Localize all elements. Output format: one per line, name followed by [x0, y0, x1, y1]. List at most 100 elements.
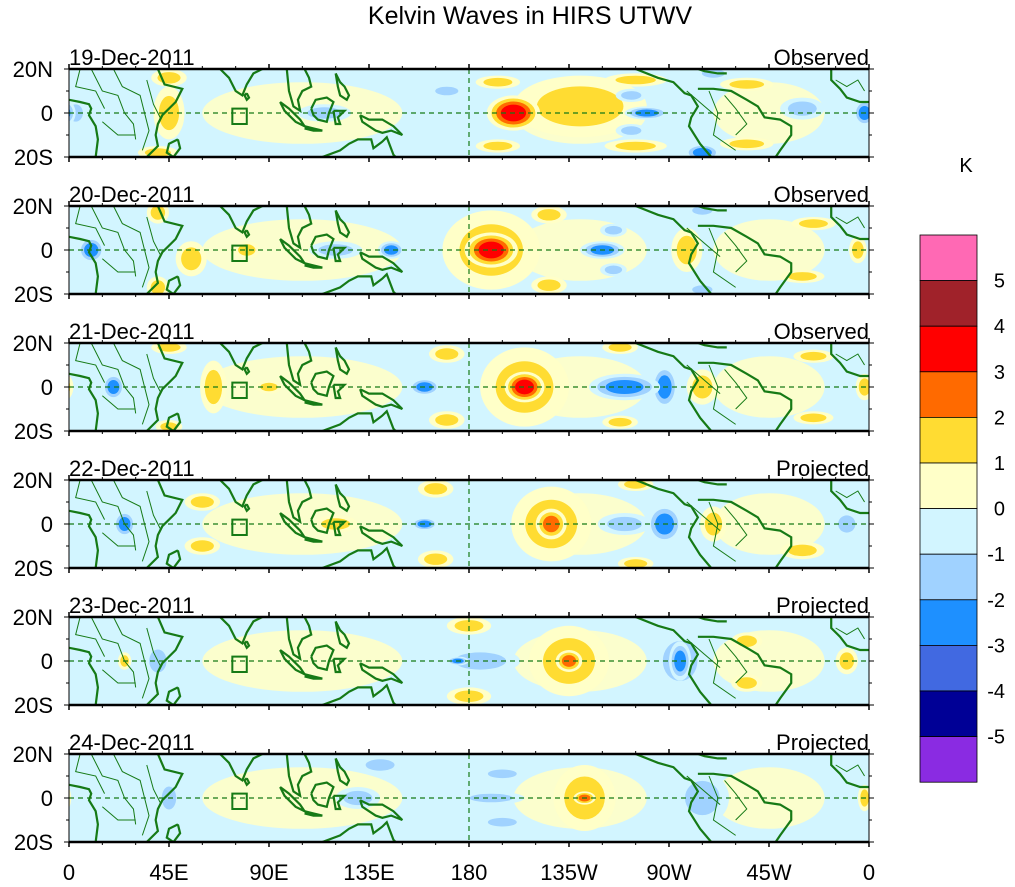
colorbar-tick-label: 1: [994, 453, 1005, 475]
reference-box: [231, 655, 248, 673]
y-tick-label: 20S: [14, 145, 53, 170]
contour-fill: [515, 379, 535, 395]
country-border: [708, 227, 736, 288]
panel-date: 24-Dec-2011: [69, 730, 195, 755]
colorbar-tick-label: 5: [994, 271, 1005, 293]
country-border: [146, 353, 161, 392]
contour-fill: [692, 147, 712, 157]
contour-fill: [787, 544, 817, 557]
coastline: [680, 480, 727, 486]
field-band: [202, 630, 403, 692]
country-border: [112, 754, 150, 836]
coastline: [321, 135, 397, 157]
coastline: [243, 777, 251, 787]
coastline: [310, 644, 335, 672]
colorbar-swatch: [919, 553, 978, 601]
colorbar-tick-label: -3: [987, 635, 1005, 657]
contour-fill: [951, 69, 987, 87]
coastline: [219, 617, 263, 646]
country-border: [686, 364, 721, 394]
coastline: [310, 233, 335, 261]
country-border: [835, 490, 865, 503]
coastline: [304, 399, 323, 406]
coastline: [310, 507, 335, 535]
colorbar-swatch: [919, 234, 978, 281]
coastline: [69, 646, 100, 705]
coastline: [635, 206, 713, 294]
coastline: [359, 799, 404, 822]
contour-fill: [953, 87, 984, 140]
x-tick-label: 135E: [343, 860, 394, 885]
coastline: [219, 343, 263, 372]
coastline: [219, 754, 263, 783]
colorbar-tick-label: 0: [994, 499, 1005, 521]
contour-fill: [736, 635, 757, 647]
contour-fill: [981, 247, 1001, 270]
country-border: [708, 775, 736, 836]
colorbar-swatch: [919, 599, 978, 646]
coastline: [310, 96, 335, 124]
panel-date: 21-Dec-2011: [69, 319, 195, 344]
coastline: [830, 206, 869, 241]
coastlines: [69, 754, 869, 842]
panel-date: 23-Dec-2011: [69, 593, 195, 618]
coastline: [146, 343, 184, 431]
panel-date: 19-Dec-2011: [69, 45, 195, 70]
contour-fill: [0, 101, 17, 115]
coastline: [635, 343, 713, 431]
contour-fill: [908, 380, 920, 394]
coastline: [332, 794, 348, 811]
contour-fill: [605, 379, 644, 395]
coastline: [219, 480, 263, 509]
panel-status-label: Projected: [776, 593, 869, 618]
contour-fill: [424, 553, 448, 565]
contour-fill: [487, 817, 517, 827]
contour-fill: [800, 413, 827, 423]
contour-fill: [608, 417, 632, 427]
contour-fill: [676, 235, 697, 265]
contour-fill: [483, 141, 513, 151]
country-border: [686, 501, 721, 531]
coastline: [359, 114, 404, 137]
contour-fill: [692, 285, 713, 294]
country-border: [75, 617, 106, 657]
coastline: [635, 69, 713, 157]
contour-fill: [608, 343, 632, 352]
x-tick-label: 0: [863, 860, 875, 885]
coastline: [332, 520, 348, 537]
country-border: [835, 764, 865, 777]
panel-date: 22-Dec-2011: [69, 456, 195, 481]
country-border: [146, 490, 161, 529]
map-panel: 20N 0 20S 19-Dec-2011 Observed: [0, 45, 987, 170]
coastline: [680, 343, 727, 349]
contour-fill: [424, 483, 448, 495]
colorbar-swatch: [919, 508, 978, 555]
contour-fill: [729, 80, 765, 89]
country-border: [75, 480, 106, 520]
contour-fill: [469, 793, 513, 803]
country-border: [112, 69, 150, 151]
x-tick-label: 45W: [746, 860, 791, 885]
panel-status-label: Observed: [774, 182, 869, 207]
y-tick-label: 20N: [13, 468, 53, 493]
coastline: [243, 229, 251, 239]
y-tick-label: 0: [41, 512, 53, 537]
map-panel: 20N 0 20S 24-Dec-2011 Projected: [13, 730, 874, 855]
panel-status-label: Observed: [774, 319, 869, 344]
country-border: [146, 764, 161, 803]
country-border: [686, 775, 721, 805]
country-border: [686, 638, 721, 668]
coastline: [165, 686, 182, 705]
country-border: [102, 806, 136, 821]
x-tick-label: 45E: [149, 860, 188, 885]
y-tick-label: 20S: [14, 693, 53, 718]
coastline: [332, 383, 348, 400]
contour-fill: [959, 96, 979, 130]
contour-fill: [951, 205, 965, 219]
y-tick-label: 20N: [13, 57, 53, 82]
coastline: [304, 262, 323, 269]
contour-fill: [454, 690, 484, 702]
anomaly-field: [69, 205, 1001, 294]
country-border: [835, 216, 865, 229]
